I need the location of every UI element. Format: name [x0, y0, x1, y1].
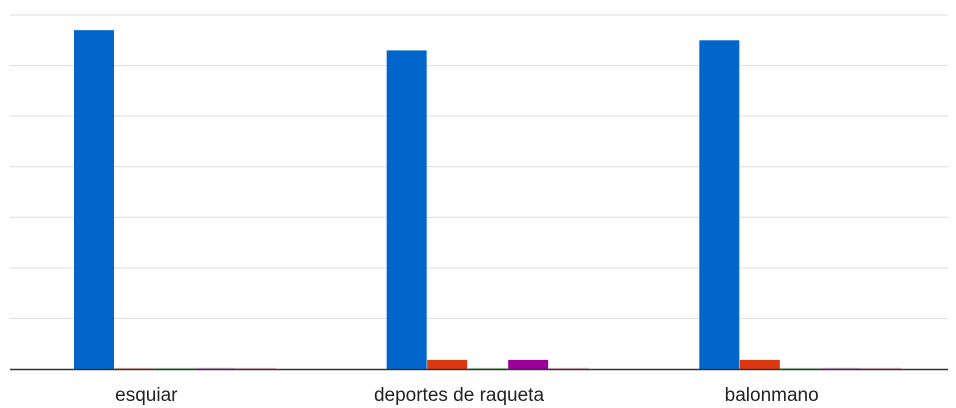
bars — [74, 30, 902, 370]
bar-esquiar-series-4 — [195, 367, 236, 369]
gridlines — [10, 14, 948, 319]
bar-deportes-de-raqueta-series-3 — [467, 367, 508, 369]
bar-deportes-de-raqueta-series-5 — [548, 367, 589, 369]
bar-balonmano-series-4 — [820, 367, 861, 369]
bar-esquiar-series-5 — [236, 367, 276, 369]
category-label-balonmano: balonmano — [725, 385, 819, 406]
bar-balonmano-series-2 — [739, 359, 780, 369]
bar-balonmano-series-3 — [780, 367, 821, 369]
bar-deportes-de-raqueta-series-1 — [386, 50, 427, 370]
bar-balonmano-series-1 — [699, 40, 740, 370]
category-labels: esquiar deportes de raqueta balonmano — [115, 385, 819, 406]
bar-deportes-de-raqueta-series-4 — [508, 359, 549, 369]
category-label-esquiar: esquiar — [115, 385, 178, 406]
bar-deportes-de-raqueta-series-2 — [427, 359, 468, 369]
bar-balonmano-series-5 — [861, 367, 902, 369]
bar-esquiar-series-1 — [74, 30, 114, 370]
bar-esquiar-series-2 — [114, 367, 155, 369]
bar-esquiar-series-3 — [155, 367, 195, 369]
category-label-deportes-de-raqueta: deportes de raqueta — [374, 385, 545, 406]
